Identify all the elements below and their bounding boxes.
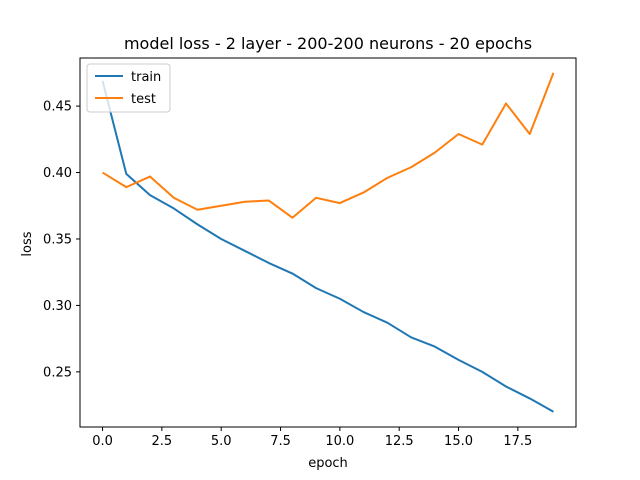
y-tick-label: 0.25 — [43, 365, 72, 380]
y-tick-label: 0.40 — [43, 166, 72, 181]
x-tick-label: 10.0 — [325, 434, 354, 449]
series-lines — [101, 72, 555, 413]
series-line-test — [102, 72, 555, 219]
y-tick-label: 0.30 — [43, 299, 72, 314]
legend-label-train: train — [131, 70, 161, 85]
y-tick-label: 0.35 — [43, 232, 72, 247]
x-tick-label: 2.5 — [152, 434, 173, 449]
series-line-train — [101, 80, 554, 413]
y-tick-label: 0.45 — [43, 100, 72, 115]
x-tick-label: 12.5 — [385, 434, 414, 449]
x-tick-label: 0.0 — [92, 434, 113, 449]
legend-label-test: test — [131, 92, 156, 107]
x-tick-label: 15.0 — [444, 434, 473, 449]
x-tick-label: 7.5 — [270, 434, 291, 449]
legend: train test — [86, 63, 171, 113]
y-axis-ticks: 0.25 0.30 0.35 0.40 0.45 — [43, 100, 80, 380]
x-tick-label: 5.0 — [211, 434, 232, 449]
plot-frame — [79, 57, 577, 428]
chart-title: model loss - 2 layer - 200-200 neurons -… — [124, 34, 532, 53]
y-axis-label: loss — [20, 231, 35, 256]
x-tick-label: 17.5 — [503, 434, 532, 449]
x-axis-label: epoch — [308, 456, 348, 471]
x-axis-ticks: 0.0 2.5 5.0 7.5 10.0 12.5 15.0 17.5 — [92, 427, 532, 449]
